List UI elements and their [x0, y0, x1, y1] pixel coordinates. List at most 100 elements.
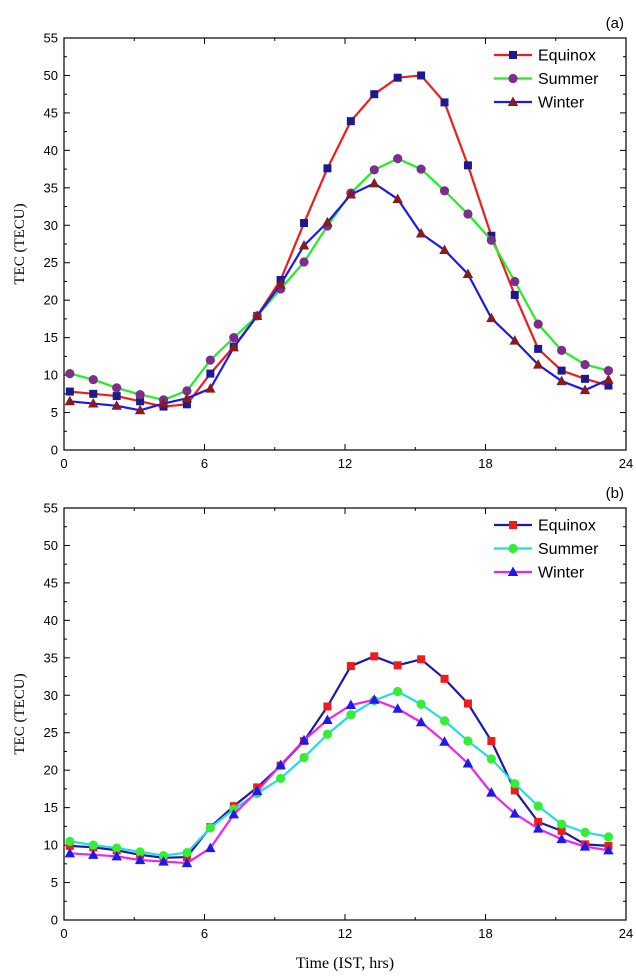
data-point [439, 244, 450, 254]
y-tick-label: 35 [44, 650, 58, 665]
legend-label: Summer [538, 71, 599, 88]
data-point [534, 344, 543, 353]
y-tick-label: 50 [44, 68, 58, 83]
legend-label: Equinox [538, 48, 596, 65]
series-line [69, 690, 609, 857]
data-point [111, 850, 122, 861]
data-point [557, 366, 566, 375]
data-point [440, 674, 449, 683]
y-tick-label: 5 [51, 405, 58, 420]
data-point [346, 710, 356, 720]
panel-label: (a) [606, 15, 624, 32]
data-point [205, 842, 216, 853]
data-point [298, 734, 310, 745]
data-point [346, 117, 355, 126]
legend-marker [508, 543, 518, 554]
data-point [416, 699, 426, 709]
data-point [557, 819, 567, 829]
data-point [486, 787, 497, 797]
data-point [417, 655, 426, 664]
data-point [463, 209, 473, 219]
data-point [135, 847, 145, 857]
y-tick-label: 0 [51, 913, 58, 928]
legend-marker [509, 521, 517, 529]
data-point [370, 652, 379, 661]
series-winter [64, 694, 614, 868]
data-point [393, 686, 403, 697]
data-point [65, 836, 75, 846]
data-point [603, 844, 614, 855]
y-tick-label: 45 [44, 105, 58, 120]
series-line [69, 74, 609, 408]
y-tick-label: 20 [44, 293, 58, 308]
data-point [323, 702, 332, 711]
data-point [64, 847, 76, 858]
y-tick-label: 55 [44, 501, 58, 516]
chart-panel: 0 5 10 15 20 25 30 35 40 45 50 55 0 6 12 18 24 TEC (TECU)… [12, 15, 633, 471]
data-point [556, 833, 567, 844]
data-point [345, 699, 357, 710]
data-point [463, 736, 473, 746]
y-tick-label: 35 [44, 180, 58, 195]
x-tick-label: 18 [478, 456, 492, 471]
x-tick-label: 0 [60, 456, 67, 471]
data-point [579, 384, 591, 395]
data-point [134, 404, 146, 415]
series-line [69, 182, 609, 412]
series-summer [65, 686, 614, 861]
data-point [182, 400, 191, 409]
series-summer [65, 154, 614, 405]
data-point [205, 355, 215, 365]
y-tick-label: 0 [51, 443, 58, 458]
data-point [369, 177, 380, 188]
x-tick-label: 24 [619, 926, 633, 941]
data-point [182, 386, 192, 396]
data-point [439, 716, 450, 726]
data-point [88, 374, 98, 385]
data-point [181, 857, 193, 868]
x-tick-label: 6 [201, 926, 208, 941]
y-tick-label: 40 [44, 613, 58, 628]
data-point [417, 71, 426, 80]
data-point [393, 73, 402, 82]
y-tick-label: 10 [44, 368, 58, 383]
data-point [534, 817, 543, 826]
data-point [416, 164, 426, 174]
data-point [487, 736, 496, 745]
legend-label: Equinox [538, 518, 596, 535]
data-point [439, 186, 450, 196]
data-point [532, 823, 544, 833]
data-point [393, 154, 403, 164]
legend-marker [507, 566, 519, 576]
data-point [579, 841, 591, 851]
data-point [228, 341, 239, 352]
data-point [206, 369, 215, 378]
data-point [135, 389, 145, 400]
data-point [228, 808, 239, 819]
x-tick-label: 12 [338, 456, 352, 471]
legend-label: Winter [538, 565, 585, 582]
data-point [581, 374, 590, 383]
legend-marker [508, 73, 518, 84]
data-point [370, 90, 379, 99]
data-point [486, 754, 496, 764]
data-point [275, 759, 286, 769]
data-point [112, 843, 122, 853]
data-point [509, 335, 520, 345]
y-tick-label: 50 [44, 538, 58, 553]
y-tick-label: 30 [44, 218, 58, 233]
data-point [462, 757, 474, 768]
data-point [322, 216, 333, 227]
data-point [205, 823, 215, 833]
y-tick-label: 5 [51, 875, 58, 890]
y-tick-label: 55 [44, 31, 58, 46]
data-point [580, 360, 590, 370]
x-tick-label: 24 [619, 456, 633, 471]
data-point [158, 850, 169, 861]
data-point [392, 193, 403, 204]
data-point [556, 375, 567, 386]
data-point [275, 278, 286, 289]
data-point [510, 276, 520, 287]
data-point [510, 290, 519, 299]
data-point [393, 661, 402, 670]
